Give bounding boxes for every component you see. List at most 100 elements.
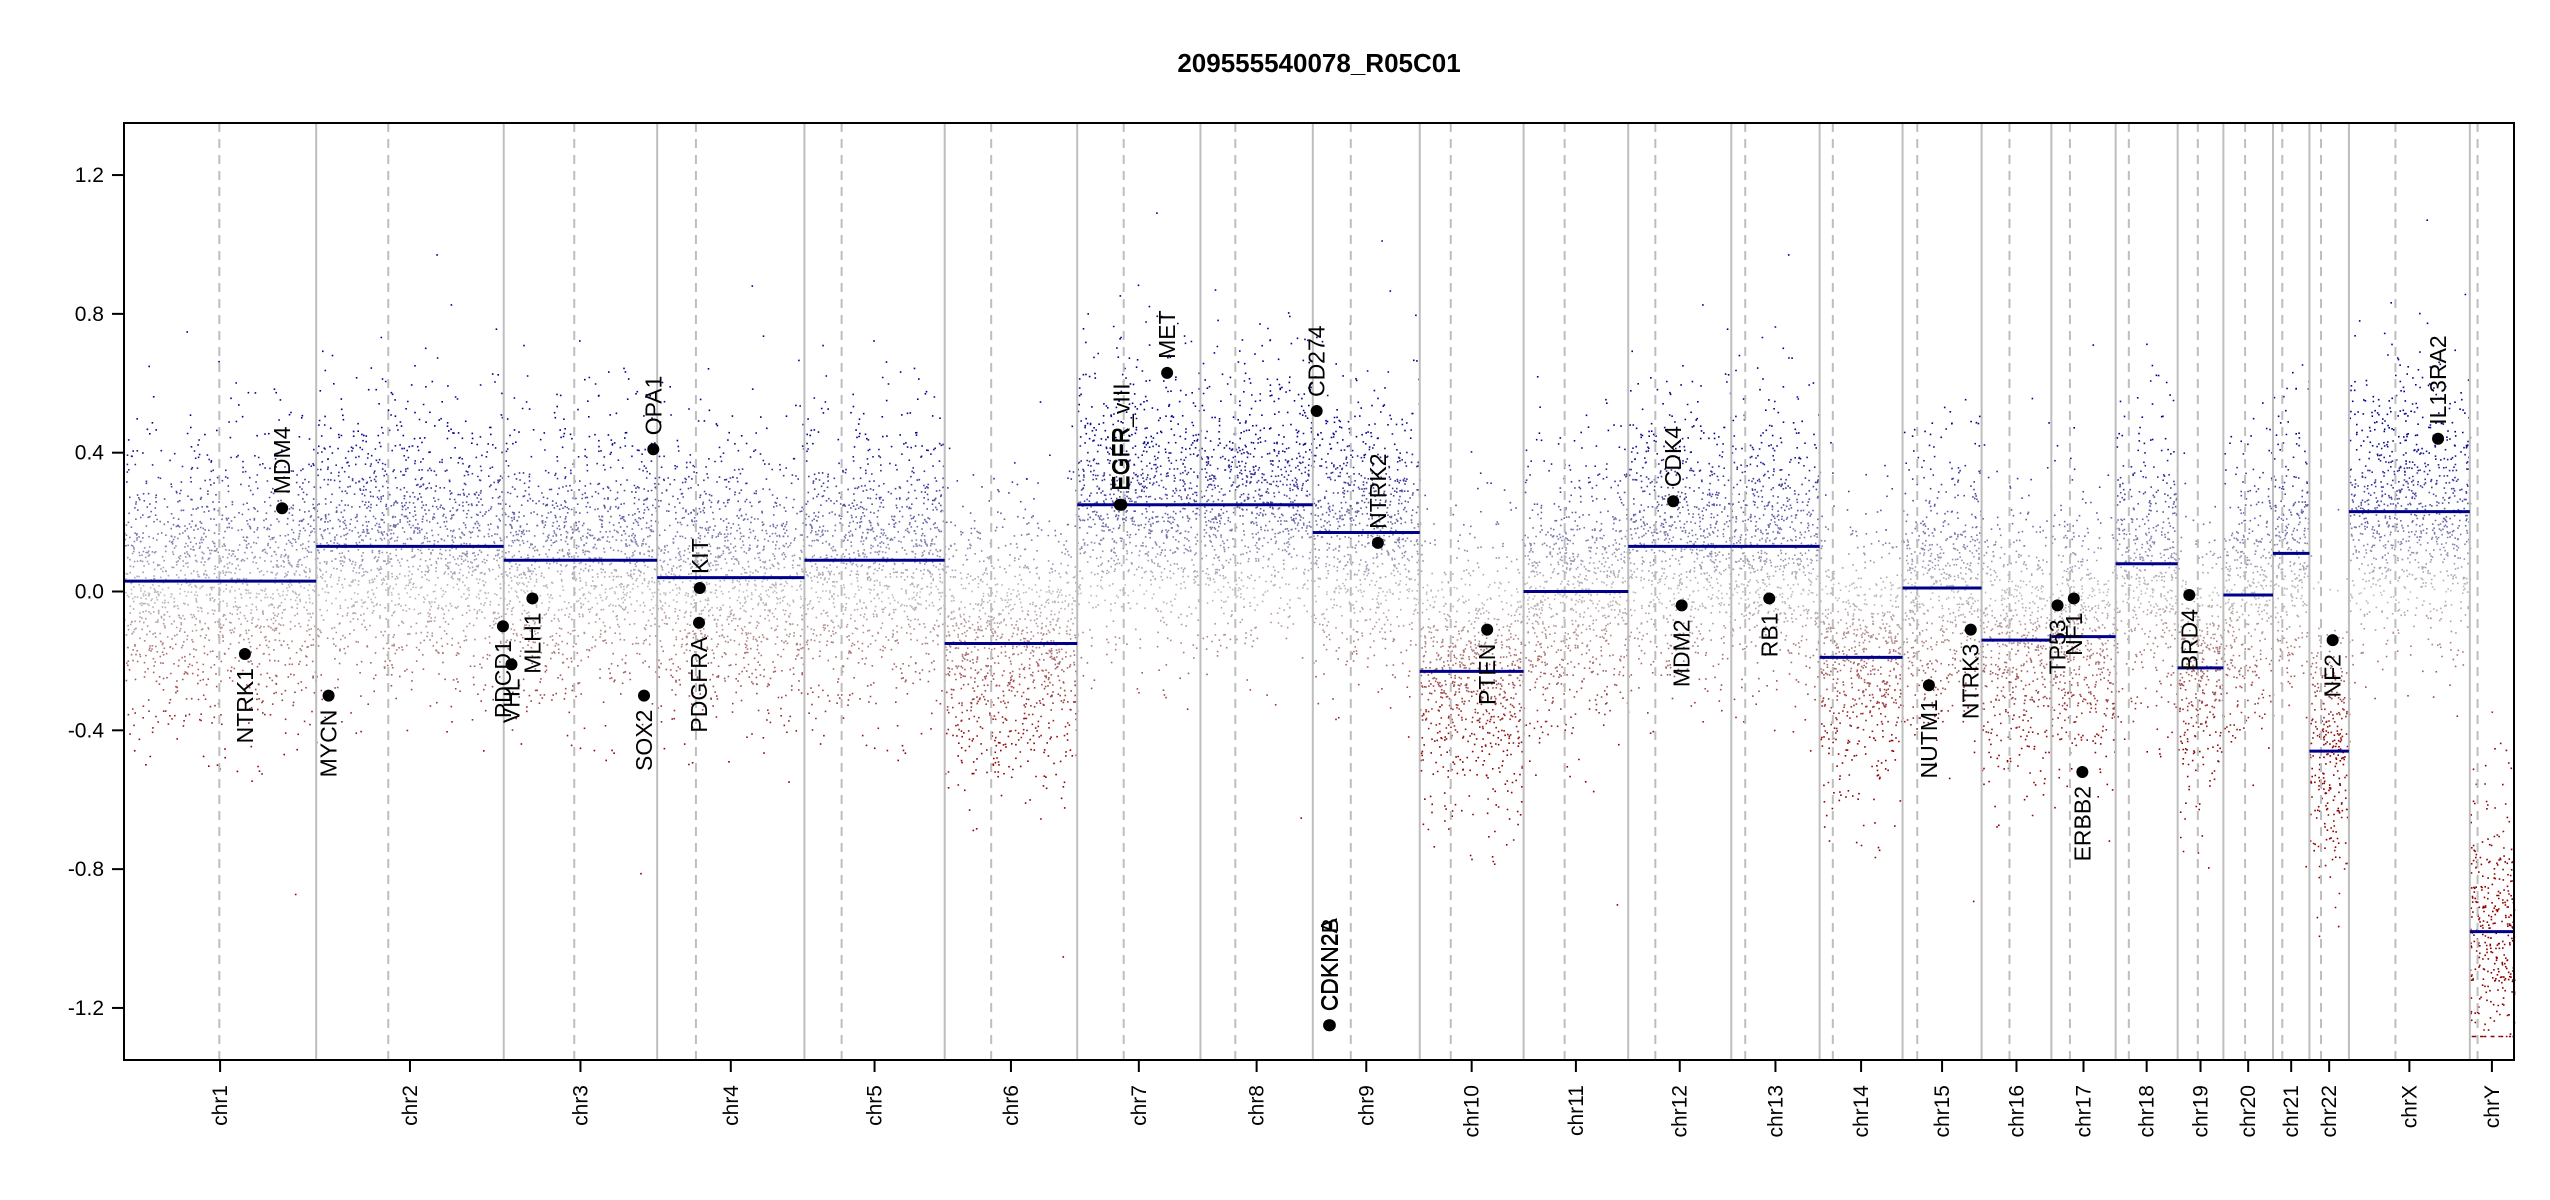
probe-point-group	[1007, 682, 1065, 684]
probe-point-group	[561, 446, 622, 449]
probe-point-group	[553, 617, 656, 620]
probe-point-group	[960, 719, 1055, 722]
probe-point-group	[1794, 644, 1797, 646]
probe-point-group	[532, 555, 650, 558]
probe-point-group	[1238, 587, 1304, 590]
probe-point-group	[130, 455, 133, 457]
probe-point-group	[2006, 615, 2015, 617]
probe-point-group	[1669, 600, 1671, 602]
probe-point-group	[1530, 660, 1591, 663]
probe-point-group	[1446, 619, 1448, 622]
probe-point-group	[562, 653, 564, 656]
probe-point-group	[124, 578, 248, 581]
probe-point-group	[685, 461, 692, 464]
probe-point-group	[822, 525, 825, 527]
probe-point-group	[727, 641, 785, 644]
probe-point-group	[379, 572, 505, 575]
probe-point-group	[1477, 617, 1480, 620]
probe-point-group	[1313, 240, 1421, 438]
probe-point-group	[1440, 656, 1478, 659]
probe-point-group	[1016, 690, 1019, 693]
probe-point-group	[1344, 565, 1346, 567]
probe-point-group	[330, 540, 431, 543]
probe-point-group	[909, 632, 912, 635]
probe-point-group	[516, 538, 637, 541]
probe-point-group	[699, 693, 702, 695]
probe-point-group	[1919, 633, 1944, 637]
probe-point-group	[691, 726, 694, 729]
probe-point-group	[853, 499, 936, 502]
probe-point-group	[560, 436, 562, 439]
probe-point-group	[1390, 493, 1421, 496]
probe-point-group	[1977, 500, 1979, 503]
probe-point-group	[1002, 694, 1061, 698]
probe-point-group	[175, 490, 230, 493]
probe-point-group	[1223, 523, 1282, 526]
probe-point-group	[1552, 700, 1554, 703]
probe-point-group	[815, 533, 884, 536]
probe-point-group	[964, 619, 1059, 622]
probe-point-group	[598, 445, 600, 448]
probe-point-group	[1825, 494, 1827, 496]
probe-point-group	[893, 518, 926, 522]
probe-point-group	[811, 539, 922, 542]
probe-point-group	[970, 532, 982, 535]
probe-point-group	[347, 645, 444, 648]
probe-point-group	[1924, 671, 1958, 674]
probe-point-group	[845, 468, 898, 471]
probe-point-group	[1762, 532, 1818, 536]
probe-point-group	[1941, 607, 1972, 610]
probe-point-group	[1384, 576, 1408, 578]
probe-point-group	[507, 465, 646, 467]
probe-point-group	[1321, 613, 1323, 616]
probe-point-group	[157, 476, 219, 479]
probe-point-group	[1477, 712, 1479, 714]
probe-point-group	[1267, 492, 1275, 494]
probe-point-group	[1049, 580, 1051, 582]
probe-point-group	[2100, 547, 2102, 550]
probe-point-group	[1354, 480, 1405, 482]
probe-point-group	[681, 517, 740, 519]
probe-point-group	[1625, 475, 1627, 478]
probe-point-group	[1087, 464, 1090, 467]
probe-point-group	[1628, 557, 1728, 560]
probe-point-group	[1081, 577, 1172, 580]
probe-point-group	[1834, 597, 1840, 600]
probe-point-group	[914, 445, 923, 447]
probe-point-group	[183, 602, 185, 605]
probe-point-group	[1936, 580, 1938, 583]
probe-point-group	[479, 590, 481, 592]
probe-point-group	[1653, 558, 1717, 561]
probe-point-group	[522, 647, 524, 649]
probe-point-group	[1876, 511, 1879, 513]
probe-point-group	[379, 565, 479, 568]
probe-point-group	[1300, 817, 1302, 819]
probe-point-group	[1439, 730, 1525, 733]
probe-point-group	[1205, 476, 1286, 479]
probe-point-group	[1912, 499, 1931, 503]
probe-point-group	[1820, 547, 1823, 550]
probe-point-group	[159, 476, 285, 480]
probe-point-group	[148, 535, 300, 538]
probe-point-group	[134, 645, 304, 647]
probe-point-group	[789, 715, 791, 718]
probe-point-group	[338, 552, 500, 555]
probe-point-group	[341, 490, 482, 493]
probe-point-group	[2026, 567, 2040, 570]
probe-point-group	[280, 499, 282, 502]
probe-point-group	[1973, 488, 1975, 491]
probe-point-group	[1820, 539, 1826, 542]
probe-point-group	[1607, 510, 1609, 513]
probe-point-group	[657, 580, 802, 583]
probe-point-group	[1502, 697, 1505, 699]
probe-point-group	[1100, 578, 1195, 582]
probe-point-group	[1430, 637, 1488, 640]
probe-point-group	[960, 583, 1037, 586]
probe-point-group	[1692, 590, 1695, 593]
probe-point-group	[1725, 611, 1727, 614]
probe-point-group	[1360, 559, 1362, 561]
probe-point-group	[2073, 621, 2083, 624]
probe-point-group	[1848, 602, 1850, 605]
probe-point-group	[330, 501, 468, 503]
probe-point-group	[1082, 675, 1085, 677]
